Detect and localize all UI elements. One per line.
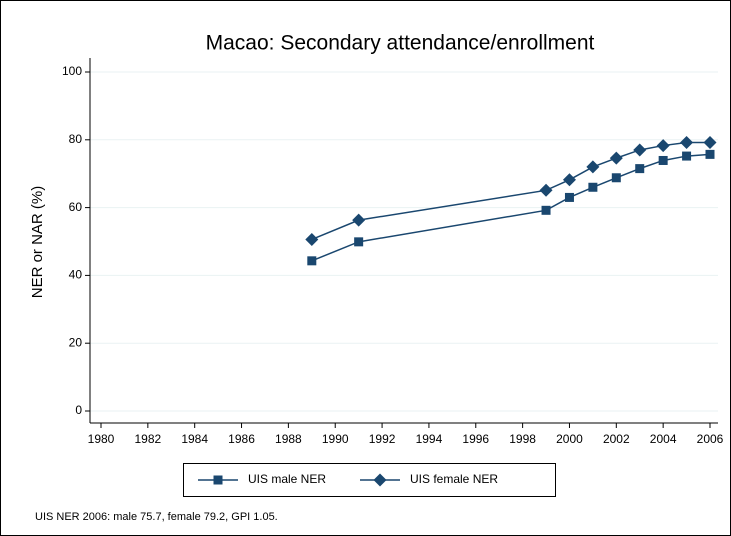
marker — [705, 149, 715, 159]
x-tick-label: 2006 — [697, 432, 724, 446]
marker — [307, 256, 317, 266]
marker — [633, 143, 647, 157]
marker — [682, 151, 692, 161]
legend-label: UIS female NER — [410, 472, 498, 486]
series-line — [311, 141, 710, 241]
x-tick-label: 1980 — [88, 432, 115, 446]
x-tick-label: 1984 — [181, 432, 208, 446]
marker — [611, 173, 621, 183]
y-tick-label: 20 — [69, 335, 83, 349]
marker — [562, 173, 576, 187]
chart-title: Macao: Secondary attendance/enrollment — [206, 32, 595, 55]
y-tick-label: 60 — [69, 200, 83, 214]
marker — [352, 213, 366, 227]
x-tick-label: 1982 — [134, 432, 161, 446]
x-tick-label: 1988 — [275, 432, 302, 446]
y-axis-label: NER or NAR (%) — [29, 186, 46, 299]
y-tick-label: 100 — [62, 64, 82, 78]
x-tick-label: 2002 — [603, 432, 630, 446]
marker — [656, 139, 670, 153]
series-line — [311, 153, 711, 262]
legend-marker — [373, 473, 387, 487]
marker — [539, 183, 553, 197]
x-tick-label: 1994 — [416, 432, 443, 446]
legend-marker — [213, 475, 223, 485]
marker — [635, 164, 645, 174]
marker — [588, 182, 598, 192]
marker — [564, 192, 574, 202]
x-tick-label: 2004 — [650, 432, 677, 446]
note: UIS NER 2006: male 75.7, female 79.2, GP… — [35, 511, 278, 523]
marker — [354, 237, 364, 247]
x-tick-label: 2000 — [556, 432, 583, 446]
marker — [541, 205, 551, 215]
y-tick-label: 0 — [75, 403, 82, 417]
marker — [586, 160, 600, 174]
x-tick-label: 1998 — [509, 432, 536, 446]
marker — [680, 136, 694, 150]
y-tick-label: 80 — [69, 132, 83, 146]
marker — [703, 136, 717, 150]
x-tick-label: 1992 — [369, 432, 396, 446]
x-tick-label: 1990 — [322, 432, 349, 446]
legend-label: UIS male NER — [248, 472, 326, 486]
marker — [305, 232, 319, 246]
y-tick-label: 40 — [69, 268, 83, 282]
x-tick-label: 1996 — [462, 432, 489, 446]
x-tick-label: 1986 — [228, 432, 255, 446]
marker — [658, 155, 668, 165]
marker — [609, 151, 623, 165]
